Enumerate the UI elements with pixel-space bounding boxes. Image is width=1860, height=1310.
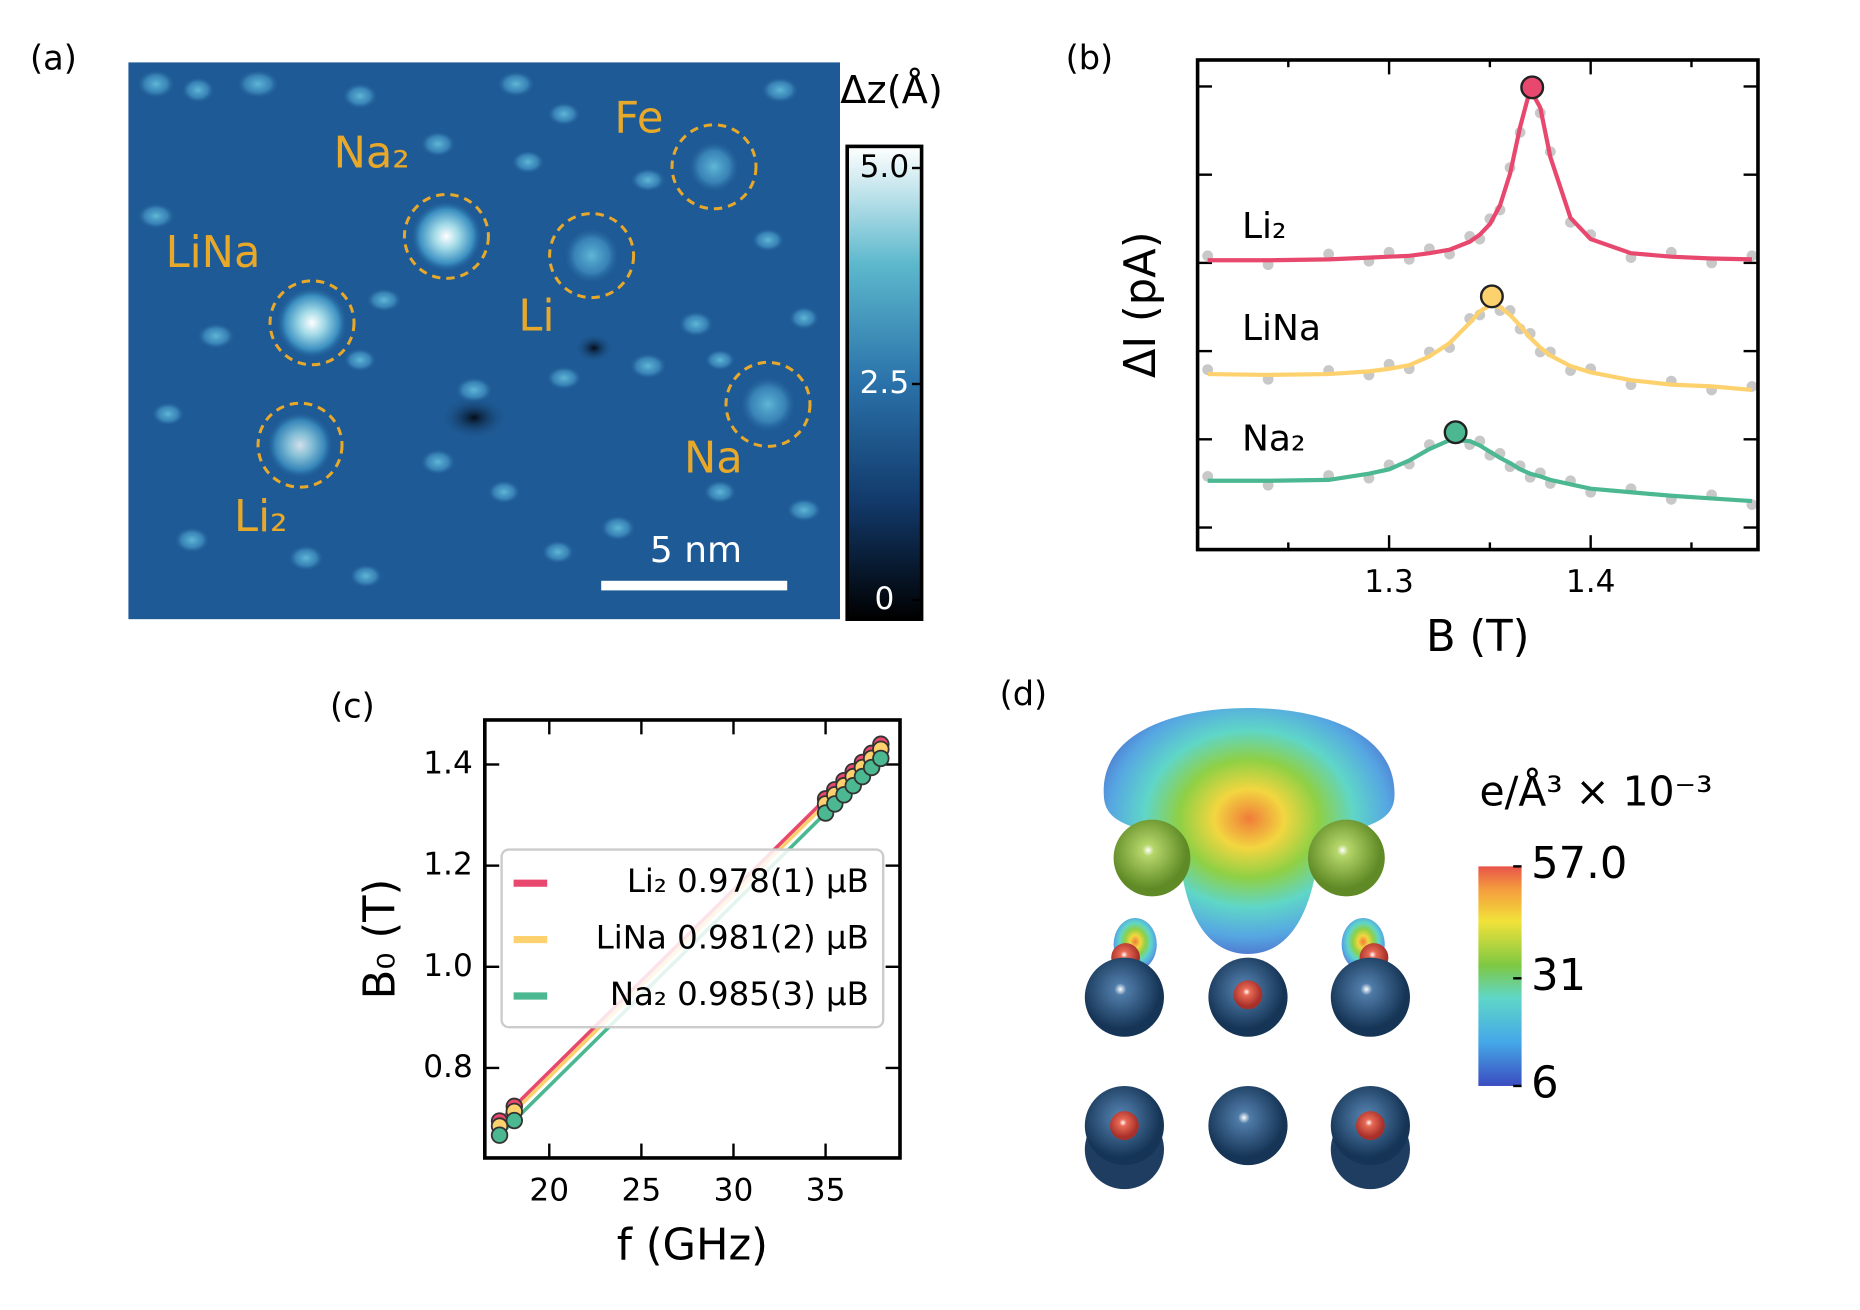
legend-box [500, 848, 885, 1029]
legend-label: Na₂ 0.985(3) μB [610, 975, 869, 1013]
adsorbate [739, 375, 797, 434]
markers [256, 123, 812, 489]
colorbar-tick-label: 5.0 [860, 149, 910, 185]
annotation: Na [684, 433, 743, 483]
panel-label: (d) [1000, 674, 1048, 713]
fit-line [1207, 83, 1752, 263]
data-point [872, 749, 890, 768]
x-tick-label: 30 [714, 1173, 754, 1209]
adsorbates [136, 69, 823, 588]
data-point [490, 1126, 509, 1144]
data-point [505, 1111, 523, 1130]
colorbar-tick-label: 31 [1531, 951, 1586, 1001]
atom [1109, 1111, 1139, 1140]
colorbar-label: e/Å³ × 10⁻³ [1480, 767, 1713, 815]
legend-label: Li₂ 0.978(1) μB [627, 862, 869, 900]
colorbar-label: Δz(Å) [840, 66, 943, 113]
atom [1233, 980, 1263, 1010]
atom [1330, 957, 1410, 1037]
y-tick-label: 1.4 [423, 745, 473, 781]
colorbar [1478, 866, 1522, 1086]
colorbar-tick-label: 2.5 [860, 365, 910, 401]
annotation: Fe [614, 94, 663, 144]
y-tick-label: 0.8 [423, 1049, 473, 1085]
fit-line [1207, 438, 1753, 504]
vacancy [440, 395, 508, 440]
legend-label: LiNa 0.981(2) μB [596, 919, 869, 957]
atom [1208, 1085, 1288, 1166]
peak-marker [1443, 420, 1468, 445]
annotation: Li₂ [234, 492, 287, 542]
colorbar-tick-label: 57.0 [1531, 839, 1627, 889]
stm-image: Fe Na₂ LiNa Li Na Li₂ 5 nm Δz(Å) [128, 62, 943, 621]
x-tick-label: 35 [806, 1173, 846, 1209]
adsorbate [276, 286, 349, 359]
x-axis-label: B (T) [1426, 612, 1529, 662]
density-isosurface [1103, 707, 1395, 954]
atom [1084, 957, 1164, 1037]
x-tick-label: 1.3 [1364, 564, 1414, 600]
x-tick-label: 20 [529, 1173, 569, 1209]
panel-label: (c) [330, 686, 375, 725]
scale-bar-label: 5 nm [650, 530, 742, 571]
y-axis-label: B₀ (T) [355, 879, 405, 1000]
atom [1307, 819, 1385, 897]
adsorbate [410, 200, 483, 273]
scale-bar [601, 580, 788, 591]
x-tick-label: 25 [622, 1173, 662, 1209]
series-label: LiNa [1242, 308, 1321, 349]
y-axis-label: ΔI (pA) [1116, 231, 1166, 378]
series-label: Na₂ [1242, 418, 1305, 459]
x-tick-label: 1.4 [1566, 564, 1616, 600]
peak-marker [1479, 284, 1504, 309]
annotation: Li [518, 292, 554, 342]
plot-frame [483, 718, 902, 1160]
adsorbate [266, 411, 334, 479]
panel-label: (b) [1066, 38, 1114, 77]
data-point [1323, 248, 1335, 260]
colorbar-tick-label: 6 [1531, 1058, 1558, 1108]
annotation: Na₂ [334, 128, 410, 178]
annotation: LiNa [166, 228, 261, 278]
atom [1355, 1111, 1385, 1140]
plot-frame [1195, 58, 1760, 552]
adsorbate [687, 140, 741, 194]
colorbar-tick-label: 0 [874, 581, 894, 617]
charge-density-diagram: e/Å³ × 10⁻³ [1084, 707, 1713, 1190]
panel-label: (a) [30, 38, 77, 77]
adsorbate [562, 226, 621, 285]
atom [1113, 819, 1191, 897]
y-tick-label: 1.2 [423, 847, 473, 883]
x-axis-label: f (GHz) [617, 1220, 768, 1270]
peak-marker [1520, 75, 1545, 100]
fit-line [1207, 303, 1753, 393]
y-tick-label: 1.0 [423, 948, 473, 984]
series-label: Li₂ [1242, 206, 1286, 247]
vacancy [574, 333, 614, 363]
